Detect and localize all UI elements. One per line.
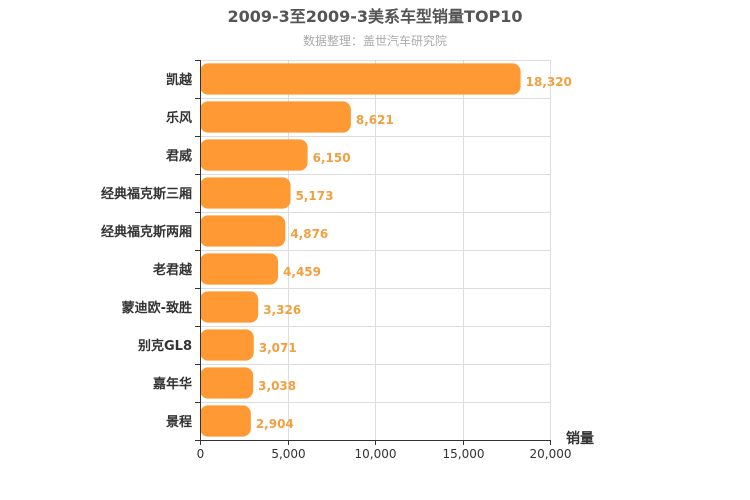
data-label: 2,904 [256,417,294,431]
category-label: 经典福克斯两厢 [101,224,192,240]
bar [200,367,254,399]
data-label: 3,326 [263,303,301,317]
data-label: 6,150 [313,151,351,165]
category-label: 蒙迪欧-致胜 [122,300,192,316]
chart-subtitle: 数据整理：盖世汽车研究院 [303,33,447,48]
x-axis-title: 销量 [566,430,594,447]
bar [200,101,351,133]
x-tick-label: 20,000 [530,447,572,461]
labels: 凯越 18,320 乐风 8,621 君威 6,150 经典福克斯三厢 5,173 经典福克斯两… [101,72,572,461]
chart-title: 2009-3至2009-3美系车型销量TOP10 [227,7,522,26]
x-tick-label: 5,000 [271,447,305,461]
data-label: 3,071 [259,341,297,355]
category-label: 凯越 [166,72,193,88]
category-label: 老君越 [152,262,193,278]
category-label: 君威 [166,148,192,164]
category-label: 景程 [166,415,192,430]
category-label: 别克GL8 [137,338,192,354]
bar [200,329,254,361]
category-label: 乐风 [166,110,192,126]
x-tick-label: 0 [197,447,205,461]
grid-lines [200,60,551,441]
data-label: 5,173 [296,189,334,203]
data-label: 3,038 [258,379,296,393]
axes [195,60,551,445]
category-label: 嘉年华 [152,376,192,392]
x-tick-label: 15,000 [443,447,485,461]
data-label: 4,876 [290,227,328,241]
bar [200,291,259,323]
data-label: 8,621 [356,113,394,127]
bar [200,253,279,285]
bar [200,139,308,171]
category-label: 经典福克斯三厢 [101,186,192,202]
bars [200,63,521,437]
bar [200,63,521,95]
bar [200,177,291,209]
data-label: 4,459 [283,265,321,279]
data-label: 18,320 [526,75,572,89]
bar [200,405,251,437]
x-tick-label: 10,000 [355,447,397,461]
bar [200,215,286,247]
